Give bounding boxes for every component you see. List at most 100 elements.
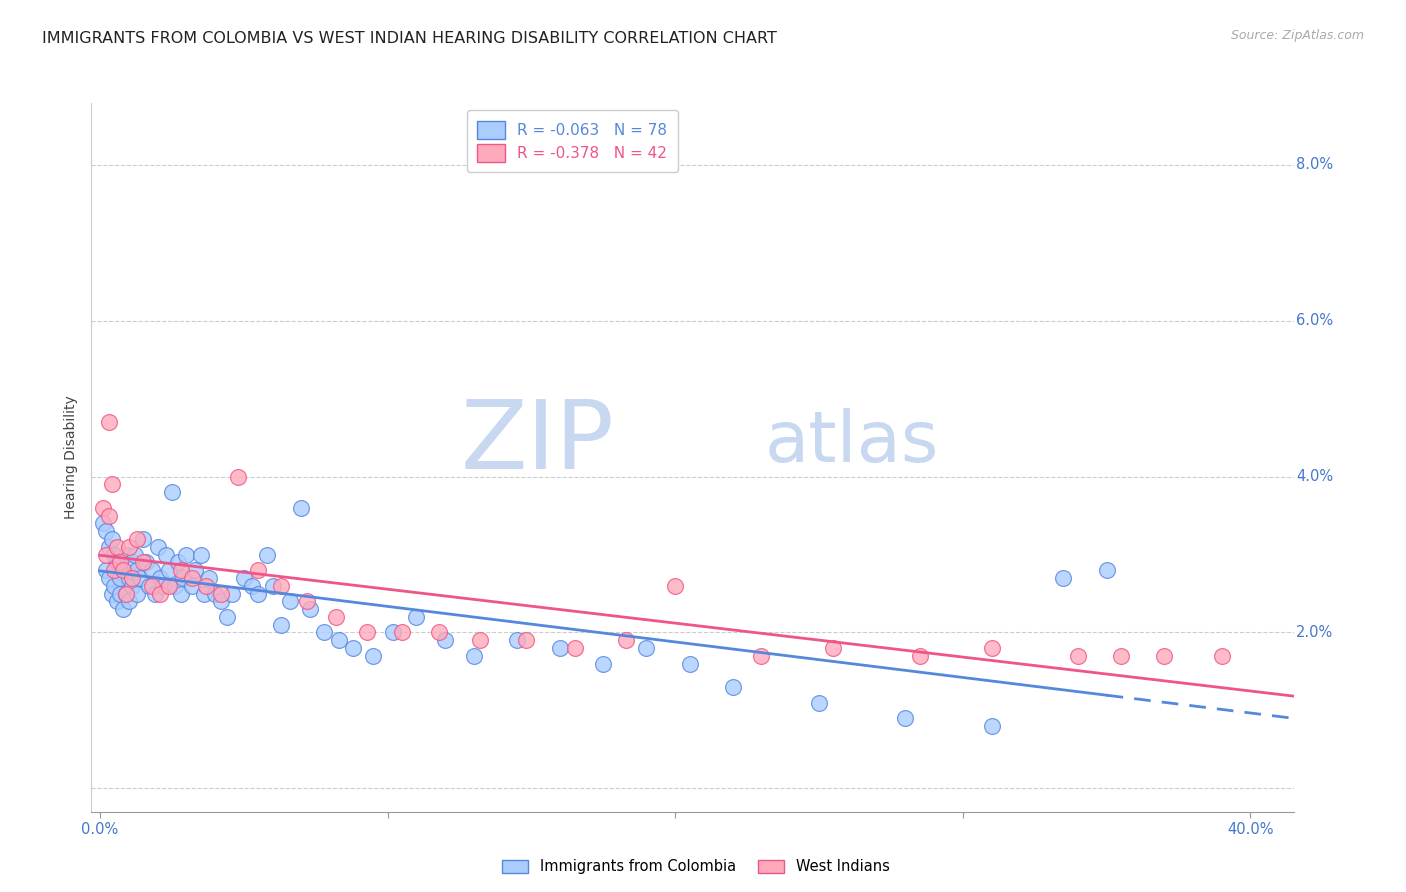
- Point: [166, 555, 188, 569]
- Point: [121, 579, 143, 593]
- Point: [146, 540, 169, 554]
- Point: [751, 648, 773, 663]
- Text: IMMIGRANTS FROM COLOMBIA VS WEST INDIAN HEARING DISABILITY CORRELATION CHART: IMMIGRANTS FROM COLOMBIA VS WEST INDIAN …: [42, 31, 778, 46]
- Point: [105, 555, 128, 569]
- Point: [103, 579, 125, 593]
- Text: Source: ZipAtlas.com: Source: ZipAtlas.com: [1230, 29, 1364, 42]
- Point: [94, 548, 117, 562]
- Point: [91, 516, 114, 531]
- Text: ZIP: ZIP: [460, 396, 614, 490]
- Point: [242, 579, 264, 593]
- Point: [152, 579, 174, 593]
- Point: [295, 594, 318, 608]
- Point: [149, 586, 172, 600]
- Point: [169, 586, 191, 600]
- Point: [427, 625, 450, 640]
- Point: [247, 586, 270, 600]
- Point: [270, 579, 292, 593]
- Point: [132, 532, 155, 546]
- Point: [132, 555, 155, 569]
- Point: [111, 563, 135, 577]
- Point: [278, 594, 301, 608]
- Point: [94, 524, 117, 538]
- Point: [94, 563, 117, 577]
- Point: [118, 571, 141, 585]
- Point: [290, 500, 312, 515]
- Point: [298, 602, 321, 616]
- Point: [172, 571, 194, 585]
- Text: 8.0%: 8.0%: [1296, 157, 1333, 172]
- Point: [356, 625, 378, 640]
- Text: 6.0%: 6.0%: [1296, 313, 1333, 328]
- Point: [215, 610, 238, 624]
- Point: [980, 641, 1002, 656]
- Point: [314, 625, 336, 640]
- Point: [105, 540, 128, 554]
- Text: 4.0%: 4.0%: [1296, 469, 1333, 484]
- Point: [468, 633, 491, 648]
- Point: [1052, 571, 1074, 585]
- Point: [97, 571, 120, 585]
- Point: [163, 579, 186, 593]
- Point: [97, 415, 120, 429]
- Point: [463, 648, 485, 663]
- Point: [108, 586, 131, 600]
- Point: [108, 571, 131, 585]
- Point: [157, 579, 180, 593]
- Point: [270, 617, 292, 632]
- Legend: Immigrants from Colombia, West Indians: Immigrants from Colombia, West Indians: [496, 854, 896, 880]
- Point: [97, 540, 120, 554]
- Point: [141, 563, 163, 577]
- Point: [209, 594, 232, 608]
- Point: [226, 469, 249, 483]
- Point: [405, 610, 427, 624]
- Point: [149, 571, 172, 585]
- Point: [160, 485, 183, 500]
- Point: [195, 579, 218, 593]
- Point: [103, 563, 125, 577]
- Point: [980, 719, 1002, 733]
- Point: [247, 563, 270, 577]
- Point: [105, 594, 128, 608]
- Point: [434, 633, 457, 648]
- Point: [97, 508, 120, 523]
- Point: [564, 641, 586, 656]
- Point: [143, 586, 166, 600]
- Point: [115, 586, 138, 600]
- Point: [100, 477, 122, 491]
- Point: [184, 563, 207, 577]
- Legend: R = -0.063   N = 78, R = -0.378   N = 42: R = -0.063 N = 78, R = -0.378 N = 42: [467, 111, 678, 172]
- Point: [135, 555, 157, 569]
- Point: [181, 571, 204, 585]
- Point: [256, 548, 278, 562]
- Point: [823, 641, 845, 656]
- Point: [111, 602, 135, 616]
- Text: 2.0%: 2.0%: [1296, 625, 1333, 640]
- Point: [515, 633, 537, 648]
- Point: [342, 641, 364, 656]
- Point: [204, 586, 226, 600]
- Point: [100, 586, 122, 600]
- Text: atlas: atlas: [765, 409, 939, 477]
- Point: [198, 571, 221, 585]
- Point: [138, 579, 160, 593]
- Point: [118, 594, 141, 608]
- Point: [157, 563, 180, 577]
- Point: [121, 571, 143, 585]
- Y-axis label: Hearing Disability: Hearing Disability: [65, 395, 79, 519]
- Point: [91, 500, 114, 515]
- Point: [1153, 648, 1175, 663]
- Point: [1109, 648, 1132, 663]
- Point: [721, 680, 744, 694]
- Point: [103, 548, 125, 562]
- Point: [1067, 648, 1090, 663]
- Point: [174, 548, 197, 562]
- Point: [361, 648, 384, 663]
- Point: [664, 579, 686, 593]
- Point: [1211, 648, 1233, 663]
- Point: [325, 610, 347, 624]
- Point: [221, 586, 243, 600]
- Point: [100, 532, 122, 546]
- Point: [127, 532, 149, 546]
- Point: [111, 563, 135, 577]
